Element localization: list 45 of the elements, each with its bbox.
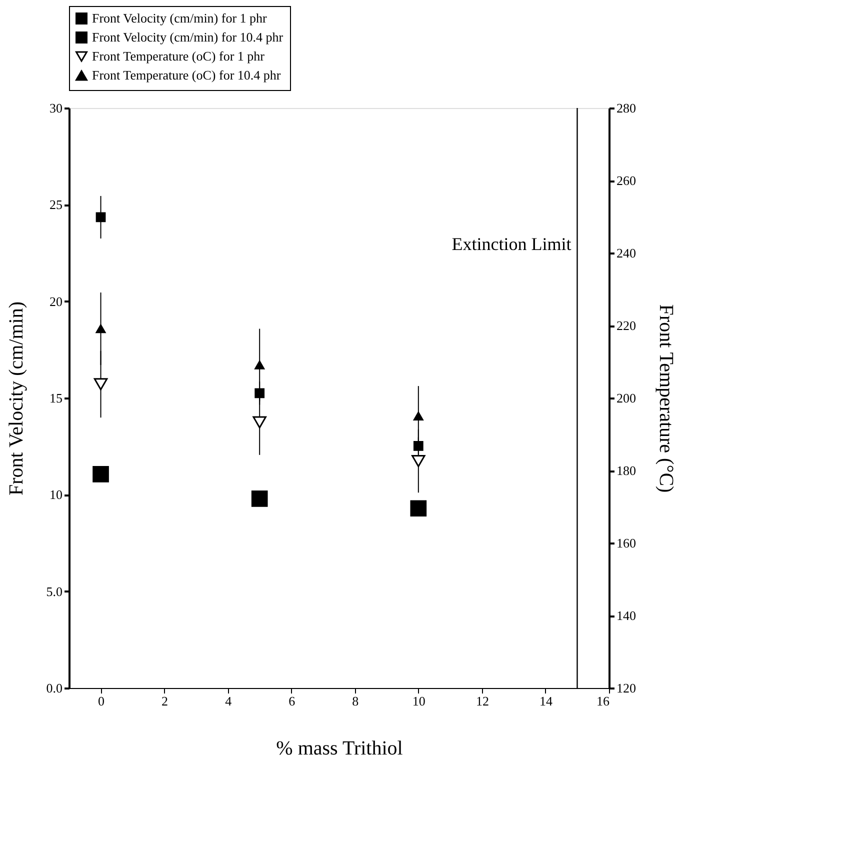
y2-axis-title: Front Temperature (°C) xyxy=(655,304,677,493)
x-tick-label: 16 xyxy=(596,694,610,708)
point xyxy=(94,378,108,390)
y2-tick-label: 220 xyxy=(616,318,636,333)
y-tick-label: 10 xyxy=(50,487,62,502)
x-tick-label: 0 xyxy=(98,694,105,708)
point xyxy=(413,412,424,420)
x-tick-label: 4 xyxy=(225,694,232,708)
point xyxy=(254,388,265,398)
legend-label: Front Temperature (oC) for 10.4 phr xyxy=(92,68,282,82)
y-tick-label: 15 xyxy=(50,390,62,406)
y2-tick-label: 240 xyxy=(616,246,636,260)
x-tick-label: 2 xyxy=(162,694,168,708)
point xyxy=(252,416,266,428)
y-tick-label: 20 xyxy=(50,294,62,309)
point xyxy=(96,324,106,334)
y2-tick-label: 260 xyxy=(616,173,636,188)
y-tick-label: 25 xyxy=(50,197,62,212)
point xyxy=(413,441,424,451)
legend-label: Front Velocity (cm/min) for 10.4 phr xyxy=(92,30,284,44)
point xyxy=(96,212,106,222)
point xyxy=(412,455,426,468)
y-tick-label: 5.0 xyxy=(46,584,62,599)
point xyxy=(410,500,427,517)
x-tick-label: 6 xyxy=(288,694,296,708)
y-axis-title: Front Velocity (cm/min) xyxy=(5,301,28,496)
y-tick-label: 0.0 xyxy=(46,680,62,696)
legend-label: Front Temperature (oC) for 1 phr xyxy=(92,48,266,64)
ref-line-label: Extinction Limit xyxy=(452,234,572,254)
y2-tick-label: 120 xyxy=(616,680,636,696)
y-tick-label: 30 xyxy=(50,100,62,116)
y2-tick-label: 200 xyxy=(616,390,636,406)
y2-tick-label: 180 xyxy=(616,463,636,478)
x-tick-label: 10 xyxy=(412,694,426,708)
y2-tick-label: 160 xyxy=(616,536,636,550)
legend-label: Front Velocity (cm/min) for 1 phr xyxy=(92,10,268,26)
x-tick-label: 8 xyxy=(352,694,359,708)
x-tick-label: 12 xyxy=(476,694,489,708)
point xyxy=(254,360,265,370)
point xyxy=(251,490,268,507)
y2-tick-label: 280 xyxy=(616,100,636,116)
point xyxy=(92,466,109,482)
x-tick-label: 14 xyxy=(539,694,553,708)
x-axis-title: % mass Trithiol xyxy=(276,738,404,760)
y2-tick-label: 140 xyxy=(616,608,636,623)
